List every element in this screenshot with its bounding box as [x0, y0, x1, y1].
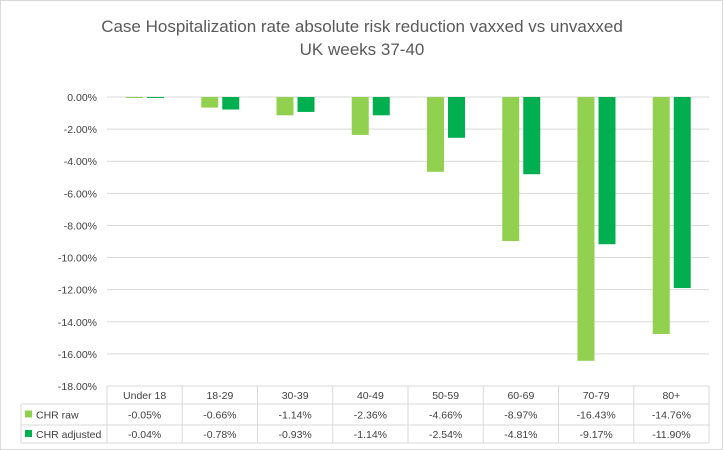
bar-chr-raw [427, 97, 444, 172]
legend-key [25, 430, 32, 437]
y-tick-label: -6.00% [64, 188, 97, 200]
bar-chr-adjusted [222, 97, 240, 110]
y-tick-label: -8.00% [64, 220, 97, 232]
data-table-value: -14.76% [652, 410, 691, 422]
x-category-label: 70-79 [583, 390, 610, 402]
bar-chr-adjusted [372, 97, 390, 116]
y-tick-label: 0.00% [67, 92, 97, 104]
y-tick-label: -18.00% [58, 381, 97, 393]
y-tick-label: -2.00% [64, 124, 97, 136]
x-category-label: Under 18 [123, 390, 166, 402]
data-table-value: -0.78% [203, 429, 236, 441]
bar-chr-raw [201, 97, 219, 108]
bar-chr-raw [577, 97, 595, 361]
y-tick-label: -16.00% [58, 349, 97, 361]
y-tick-label: -14.00% [58, 317, 97, 329]
data-table-value: -8.97% [504, 410, 537, 422]
data-table-value: -4.81% [504, 429, 537, 441]
chart-title: Case Hospitalization rate absolute risk … [101, 17, 623, 36]
data-table-value: -4.66% [429, 410, 462, 422]
bar-chr-raw [126, 97, 143, 98]
x-category-label: 60-69 [507, 390, 534, 402]
y-tick-label: -12.00% [58, 285, 97, 297]
bar-chr-adjusted [448, 97, 465, 138]
data-table-value: -1.14% [278, 410, 311, 422]
bar-chr-adjusted [598, 97, 616, 245]
bar-chr-raw [276, 97, 294, 116]
x-category-label: 18-29 [206, 390, 233, 402]
bar-chr-raw [351, 97, 369, 135]
data-table-value: -2.36% [354, 410, 387, 422]
data-table-value: -1.14% [354, 429, 387, 441]
y-tick-label: -10.00% [58, 253, 97, 265]
data-table-value: -11.90% [652, 429, 690, 441]
bar-chr-adjusted [673, 97, 691, 289]
bar-chr-raw [652, 97, 670, 334]
x-category-label: 80+ [662, 390, 680, 402]
data-table-value: -0.04% [128, 429, 161, 441]
x-category-label: 50-59 [432, 390, 459, 402]
bar-chr-adjusted [147, 97, 164, 98]
y-tick-label: -4.00% [64, 156, 97, 168]
chart-subtitle: UK weeks 37-40 [300, 40, 425, 59]
data-table-value: -0.66% [203, 410, 236, 422]
data-table-value: -0.05% [128, 410, 161, 422]
data-table-value: -9.17% [579, 429, 612, 441]
x-category-label: 40-49 [357, 390, 384, 402]
legend-label: CHR raw [36, 410, 79, 422]
data-table-value: -16.43% [577, 410, 616, 422]
bar-chr-raw [502, 97, 520, 242]
data-table-value: -2.54% [429, 429, 462, 441]
legend-label: CHR adjusted [36, 429, 102, 441]
legend-key [25, 410, 32, 418]
x-category-label: 30-39 [282, 390, 309, 402]
data-table-value: -0.93% [278, 429, 311, 441]
bar-chr-adjusted [523, 97, 541, 175]
bar-chr-adjusted [297, 97, 315, 112]
